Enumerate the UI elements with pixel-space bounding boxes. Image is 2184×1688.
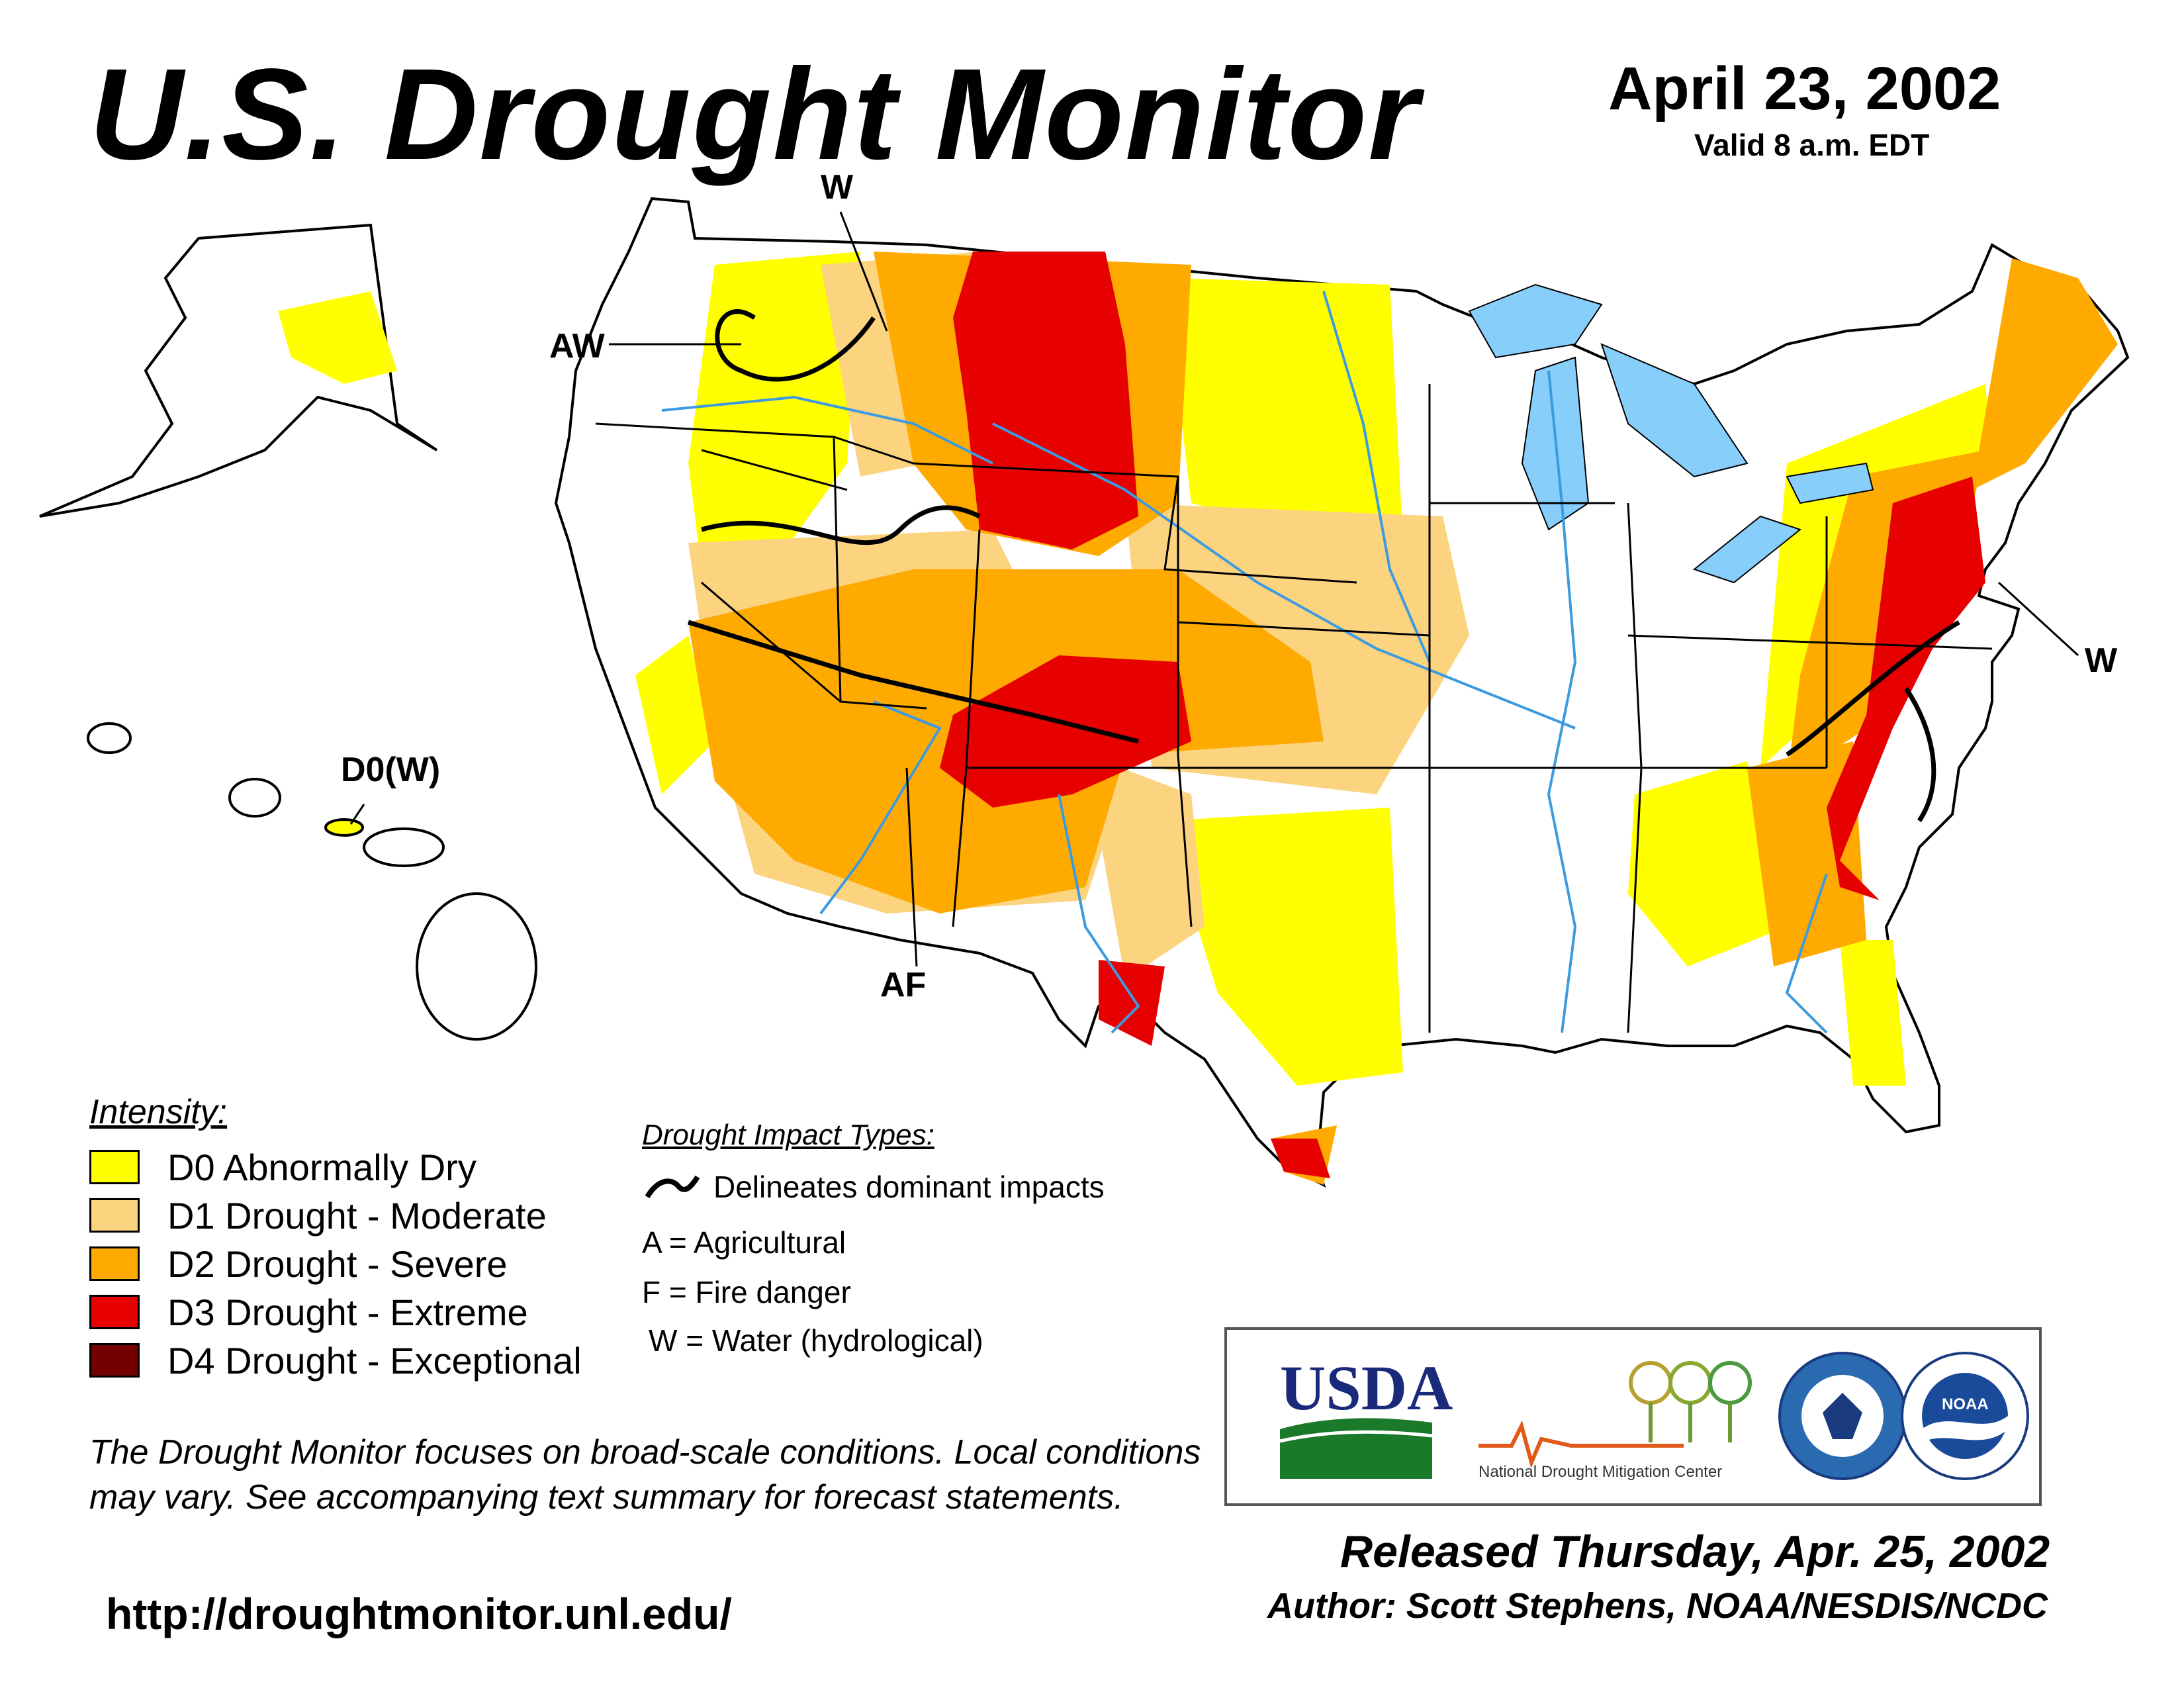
disclaimer-text: The Drought Monitor focuses on broad-sca… (89, 1433, 1201, 1517)
map-label-west-w: W (821, 168, 854, 207)
alaska-d0 (278, 291, 397, 384)
legend-item-d2: D2 Drought - Severe (89, 1243, 508, 1285)
alaska-outline (39, 223, 438, 518)
legend-label: D4 Drought - Exceptional (167, 1339, 582, 1382)
legend-swatch-d2 (89, 1246, 140, 1281)
logos-svg: USDA National Drought Mitigation Center … (1279, 1352, 2029, 1481)
map-label-nw-aw: AW (549, 327, 606, 365)
noaa-logo-text: NOAA (1942, 1395, 1989, 1413)
usda-logo-text: USDA (1280, 1352, 1453, 1423)
legend-swatch-d1 (89, 1198, 140, 1233)
map-label-east-w: W (2085, 641, 2118, 680)
impact-types-title: Drought Impact Types: (642, 1119, 934, 1151)
agency-logos: USDA National Drought Mitigation Center … (1224, 1327, 2042, 1506)
rivers (661, 291, 1828, 1034)
leader-lines (349, 211, 2079, 967)
impact-line-symbol (645, 1175, 700, 1199)
impact-fire: F = Fire danger (642, 1275, 851, 1309)
legend-label: D0 Abnormally Dry (167, 1146, 477, 1188)
usda-logo: USDA (1279, 1352, 1453, 1479)
valid-time: Valid 8 a.m. EDT (1694, 128, 1930, 162)
legend-label: D3 Drought - Extreme (167, 1291, 528, 1333)
drought-map: W AW D0(W) AF W (39, 168, 2130, 1188)
legend-item-d3: D3 Drought - Extreme (89, 1291, 528, 1333)
map-date: April 23, 2002 (1608, 55, 2001, 122)
impact-agricultural: A = Agricultural (642, 1225, 846, 1260)
impact-water: W = Water (hydrological) (649, 1323, 983, 1358)
map-label-af: AF (880, 966, 926, 1004)
ndmc-logo: National Drought Mitigation Center (1479, 1361, 1752, 1481)
release-date: Released Thursday, Apr. 25, 2002 (1340, 1526, 2050, 1577)
author-credit: Author: Scott Stephens, NOAA/NESDIS/NCDC (1267, 1586, 2048, 1626)
d3-areas (940, 252, 1985, 1178)
noaa-logo: NOAA (1901, 1352, 2029, 1480)
legend-label: D1 Drought - Moderate (167, 1194, 547, 1237)
intensity-legend-title: Intensity: (89, 1093, 228, 1131)
drought-monitor-url[interactable]: http://droughtmonitor.unl.edu/ (106, 1589, 732, 1638)
legend-swatch-d0 (89, 1150, 140, 1184)
legend-item-d4: D4 Drought - Exceptional (89, 1339, 582, 1382)
hawaii-islands (87, 722, 537, 1041)
commerce-seal (1778, 1352, 1907, 1480)
legend-item-d1: D1 Drought - Moderate (89, 1194, 547, 1237)
legend-swatch-d4 (89, 1343, 140, 1378)
legend-label: D2 Drought - Severe (167, 1243, 508, 1285)
map-title: U.S. Drought Monitor (89, 42, 1420, 187)
impact-lines (687, 309, 1960, 822)
impact-line-description: Delineates dominant impacts (713, 1170, 1105, 1204)
map-label-hawaii: D0(W) (341, 751, 440, 789)
legend-swatch-d3 (89, 1295, 140, 1329)
ndmc-logo-text: National Drought Mitigation Center (1479, 1463, 1722, 1481)
legend-item-d0: D0 Abnormally Dry (89, 1147, 477, 1188)
